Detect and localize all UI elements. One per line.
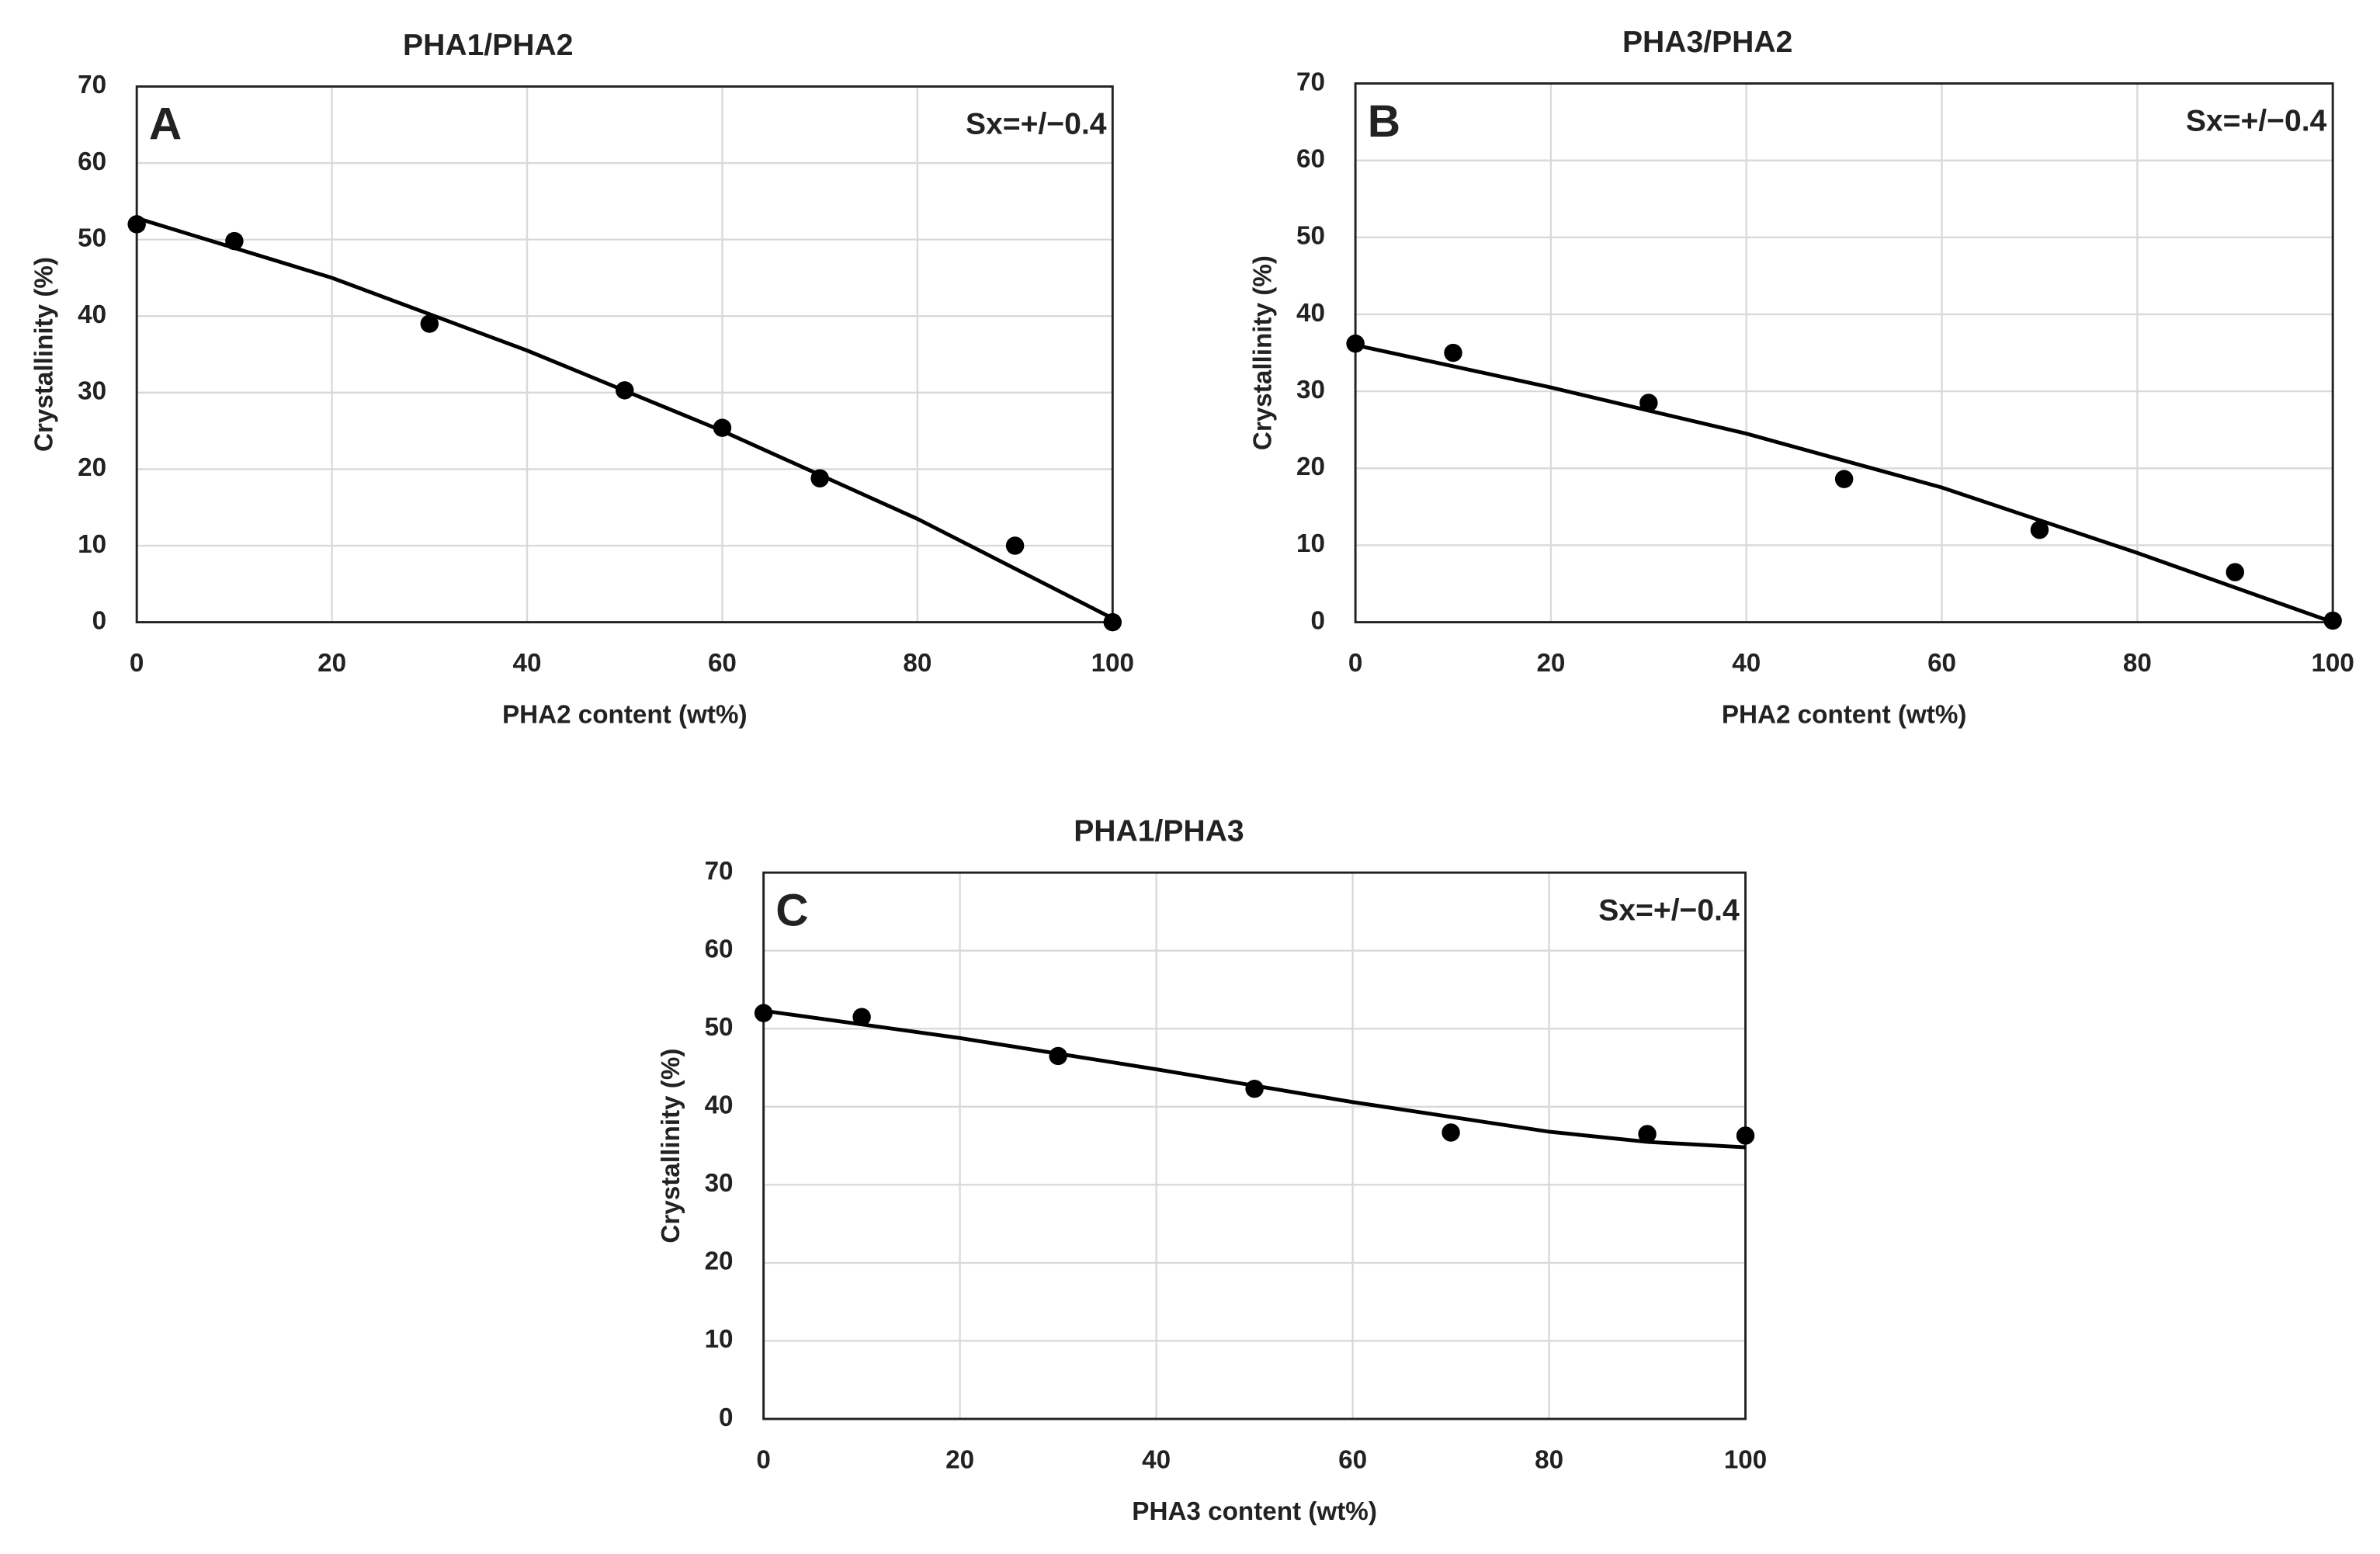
x-tick-label: 40 [1732,649,1761,678]
y-axis-label: Crystallinity (%) [1249,255,1278,450]
y-tick-label: 50 [1296,222,1325,251]
data-point [713,418,732,437]
data-point [1639,394,1658,412]
data-point [225,231,244,251]
x-tick-label: 100 [1724,1446,1767,1475]
y-tick-label: 50 [705,1013,734,1042]
plot-frame [135,85,1114,624]
fit-line [763,1008,1746,1150]
data-point [2030,520,2049,539]
panel-letter: C [775,885,808,935]
chart-title: PHA1/PHA3 [1074,815,1244,848]
data-point [1103,612,1122,632]
x-tick-label: 40 [513,649,542,678]
y-tick-label: 20 [705,1247,734,1276]
y-tick-label: 70 [1296,68,1325,96]
x-axis-label: PHA2 content (wt%) [502,701,748,730]
y-tick-label: 60 [1296,144,1325,173]
y-axis-label: Crystallinity (%) [30,257,59,452]
y-tick-label: 10 [705,1325,734,1354]
data-point [2226,563,2244,581]
data-point [1049,1046,1067,1066]
data-point [1444,343,1462,362]
y-tick-label: 10 [78,530,106,559]
annotation: Sx=+/−0.4 [1598,893,1740,927]
x-tick-label: 60 [708,649,737,678]
fit-line [1355,343,2333,624]
chart-title: PHA1/PHA2 [403,29,573,62]
data-point [754,1004,773,1022]
y-tick-label: 20 [78,453,106,482]
x-tick-label: 80 [2123,649,2152,678]
y-tick-label: 0 [92,606,106,635]
data-point [127,215,146,234]
y-tick-label: 60 [705,935,734,963]
data-point [1638,1125,1657,1143]
panel-letter: A [149,99,182,150]
plot-frame [762,871,1747,1420]
x-tick-label: 20 [1536,649,1565,678]
x-tick-label: 80 [903,649,932,678]
y-tick-label: 10 [1296,529,1325,558]
data-point [616,381,634,400]
data-point [852,1008,871,1026]
y-tick-label: 20 [1296,453,1325,481]
y-tick-label: 30 [1296,376,1325,404]
plot-frame [1354,82,2334,624]
x-tick-label: 60 [1927,649,1956,678]
data-point [1736,1126,1755,1145]
x-tick-label: 60 [1338,1446,1367,1475]
data-point [420,314,439,333]
y-tick-label: 0 [719,1403,733,1432]
data-point [810,469,829,487]
x-tick-label: 40 [1142,1446,1171,1475]
fit-line [136,216,1114,620]
x-tick-label: 100 [1091,649,1134,678]
data-point [1834,470,1854,488]
data-point [1346,334,1365,353]
x-axis-label: PHA3 content (wt%) [1132,1497,1377,1526]
data-point [1005,536,1025,555]
y-tick-label: 70 [705,857,734,886]
x-tick-label: 20 [317,649,346,678]
panel-letter: B [1368,96,1400,147]
y-tick-label: 60 [78,147,106,176]
x-tick-label: 20 [945,1446,974,1475]
x-axis-label: PHA2 content (wt%) [1722,701,1967,730]
x-tick-label: 0 [756,1446,770,1475]
chart-title: PHA3/PHA2 [1622,26,1792,59]
y-tick-label: 30 [705,1169,734,1198]
x-tick-label: 100 [2311,649,2354,678]
x-tick-label: 0 [130,649,144,678]
y-axis-label: Crystallinity (%) [657,1049,685,1244]
data-point [1442,1123,1460,1142]
data-point [1245,1079,1264,1098]
x-tick-label: 80 [1535,1446,1563,1475]
x-tick-label: 0 [1348,649,1362,678]
y-tick-label: 70 [78,71,106,99]
y-tick-label: 40 [1296,299,1325,328]
annotation: Sx=+/−0.4 [2186,105,2327,138]
y-tick-label: 30 [78,377,106,406]
y-tick-label: 40 [78,300,106,329]
y-tick-label: 0 [1311,606,1325,635]
annotation: Sx=+/−0.4 [966,108,1107,141]
y-tick-label: 40 [705,1091,734,1120]
data-point [2323,611,2342,630]
y-tick-label: 50 [78,224,106,252]
